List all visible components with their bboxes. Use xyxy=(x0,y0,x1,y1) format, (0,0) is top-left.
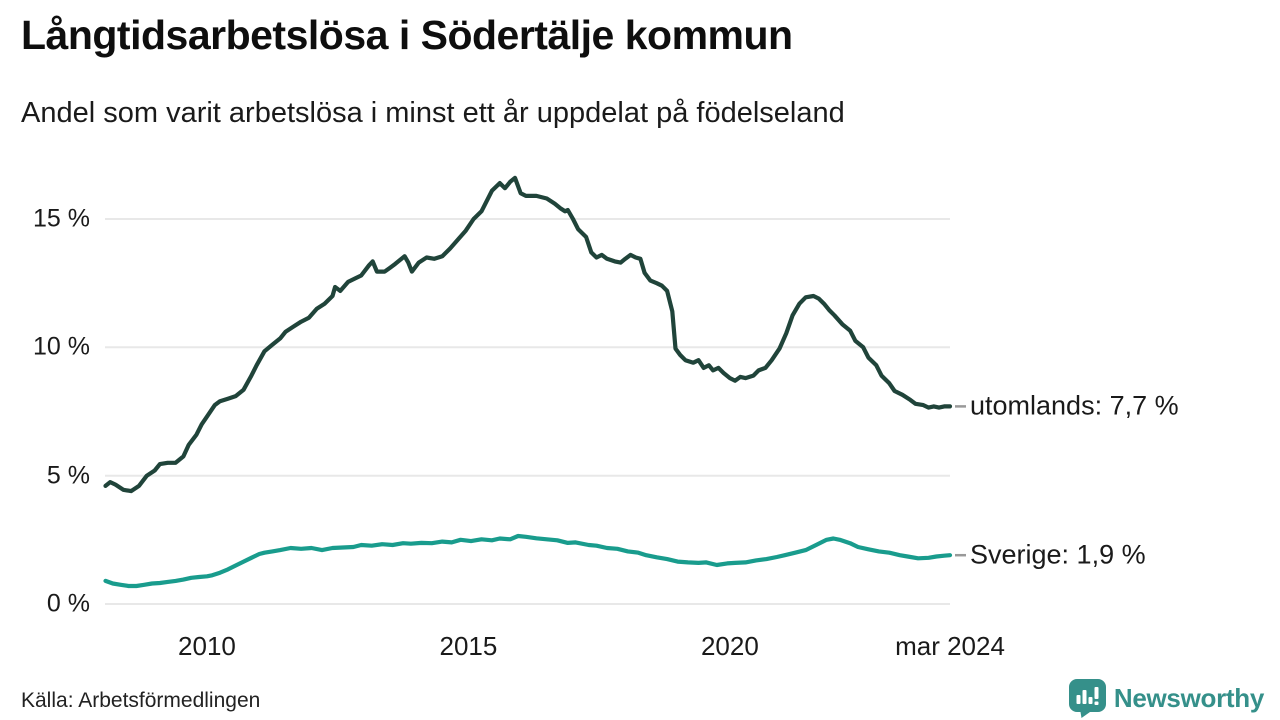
newsworthy-logo: Newsworthy xyxy=(1068,679,1264,718)
x-tick-label: 2010 xyxy=(178,631,236,661)
series-label-utomlands: utomlands: 7,7 % xyxy=(970,390,1179,421)
y-tick-label: 10 % xyxy=(33,332,90,361)
series-line-Sverige xyxy=(103,533,953,589)
y-tick-label: 15 % xyxy=(33,204,90,233)
source-note: Källa: Arbetsförmedlingen xyxy=(21,689,261,712)
x-tick-label: 2020 xyxy=(700,631,759,661)
page-subtitle: Andel som varit arbetslösa i minst ett å… xyxy=(21,97,845,129)
x-tick-label: mar 2024 xyxy=(895,631,1005,661)
newsworthy-logo-text: Newsworthy xyxy=(1113,683,1264,713)
series-label-sverige: Sverige: 1,9 % xyxy=(970,539,1146,570)
x-tick-label: 2015 xyxy=(439,631,498,661)
series-line-utomlands xyxy=(103,175,953,494)
y-tick-label: 0 % xyxy=(46,589,90,618)
y-tick-label: 5 % xyxy=(46,461,90,490)
newsworthy-logo-icon xyxy=(1068,679,1106,718)
page-title: Långtidsarbetslösa i Södertälje kommun xyxy=(21,12,793,58)
